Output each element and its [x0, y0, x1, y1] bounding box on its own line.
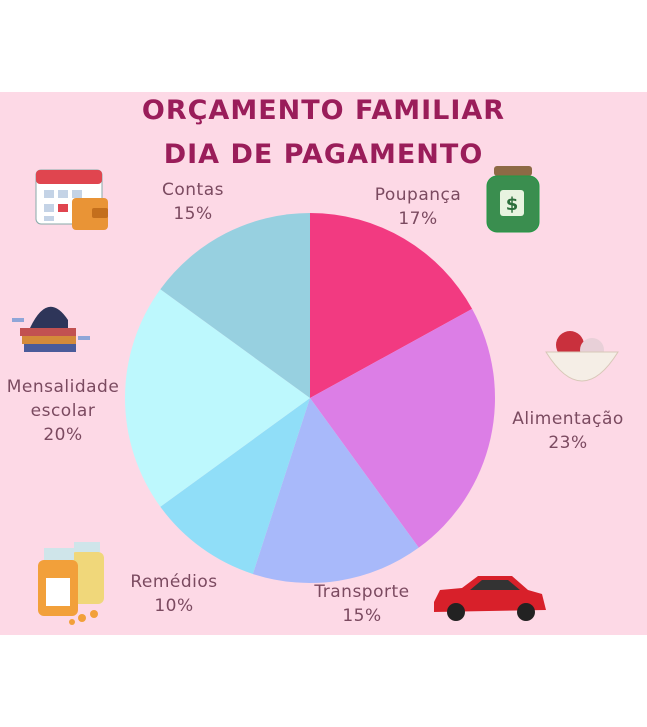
jar-icon: $ [486, 166, 540, 233]
value-label: 23% [548, 433, 588, 453]
category-label: Contas [162, 180, 224, 200]
chart-subtitle: DIA DE PAGAMENTO [163, 139, 484, 170]
car-icon [434, 576, 546, 621]
calendar-icon [35, 169, 108, 230]
pie-slice [252, 398, 419, 583]
slice-label: Transporte 15% [292, 580, 432, 628]
category-label: Alimentação [512, 409, 624, 429]
pie-slice [310, 308, 495, 548]
value-label: 17% [398, 209, 438, 229]
value-label: 10% [154, 596, 194, 616]
slice-label: Mensalidade escolar 20% [0, 375, 126, 447]
chart-title: ORÇAMENTO FAMILIAR [141, 95, 506, 126]
category-label: Poupança [374, 185, 462, 205]
category-label: Remédios [130, 572, 218, 592]
value-label: 15% [173, 204, 213, 224]
svg-text:$: $ [506, 194, 519, 215]
slice-label: Contas 15% [138, 178, 248, 226]
pie-slice [310, 213, 473, 398]
pills-icon [38, 542, 104, 625]
books-icon [12, 306, 90, 352]
category-label: Transporte [314, 582, 410, 602]
value-label: 20% [43, 425, 83, 445]
slice-label: Poupança 17% [368, 183, 468, 231]
slice-label: Remédios 10% [114, 570, 234, 618]
bowl-icon [545, 331, 619, 382]
slice-label: Alimentação 23% [498, 407, 638, 455]
pie-slice [125, 289, 311, 507]
pie-slice [160, 213, 310, 398]
value-label: 15% [342, 606, 382, 626]
pie-slice [160, 398, 310, 574]
category-label: Mensalidade escolar [6, 377, 120, 421]
